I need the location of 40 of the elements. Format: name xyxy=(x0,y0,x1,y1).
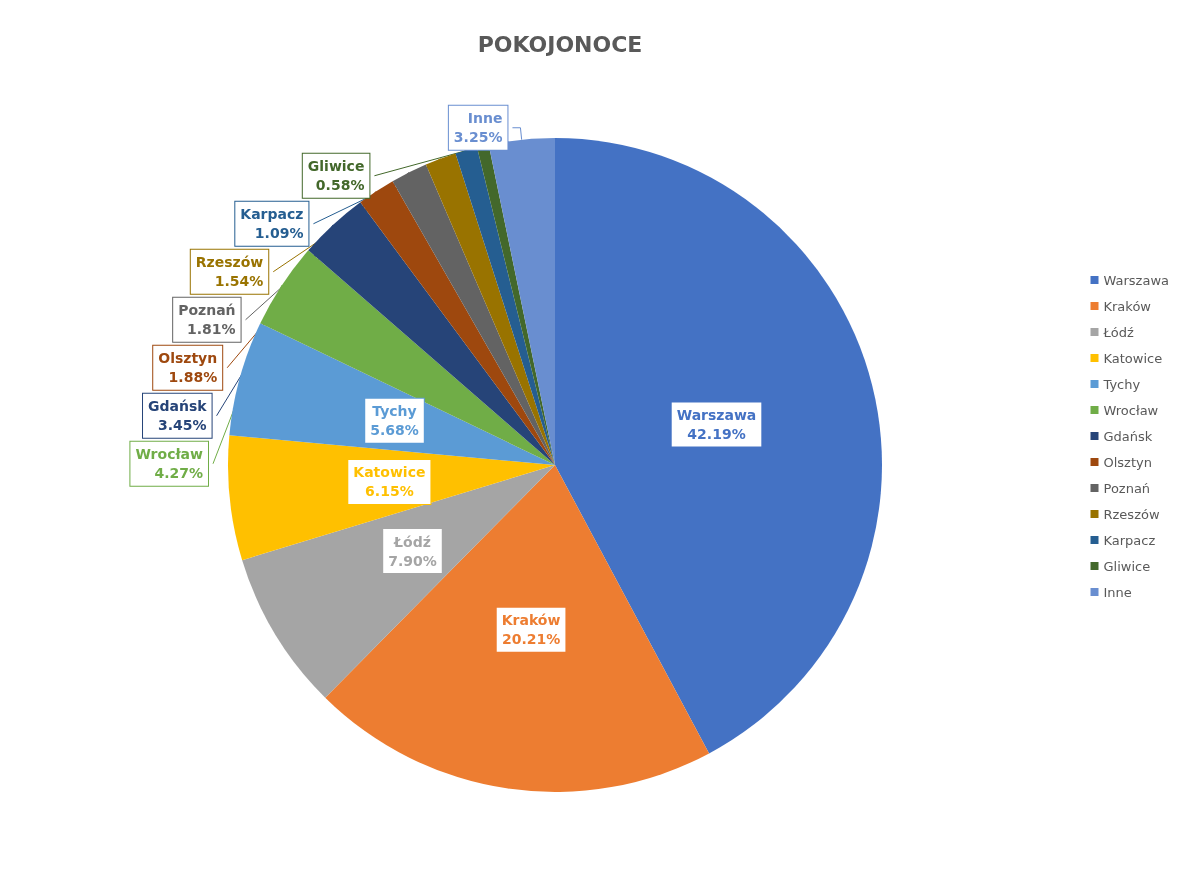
data-label: 42.19% xyxy=(687,426,746,443)
data-label: 6.15% xyxy=(365,483,414,500)
data-label: 1.88% xyxy=(168,369,218,386)
data-label: 3.25% xyxy=(453,129,503,146)
legend-label: Łódź xyxy=(1102,324,1135,340)
legend-label: Tychy xyxy=(1102,376,1141,392)
legend-label: Poznań xyxy=(1103,480,1151,496)
legend-label: Gliwice xyxy=(1103,558,1151,574)
data-label: 20.21% xyxy=(501,631,561,648)
slice-label: Inne xyxy=(467,110,503,127)
data-label: 1.81% xyxy=(187,321,236,338)
slice-label: Gdańsk xyxy=(148,398,208,415)
data-label: 1.54% xyxy=(214,273,264,290)
slice-label: Wrocław xyxy=(135,446,204,463)
legend-label: Gdańsk xyxy=(1103,428,1153,444)
legend-label: Wrocław xyxy=(1103,402,1159,418)
slice-label: Poznań xyxy=(178,302,236,319)
data-label: 3.45% xyxy=(158,417,207,434)
data-label: 1.09% xyxy=(254,225,304,242)
data-label: 4.27% xyxy=(154,465,203,482)
legend-label: Olsztyn xyxy=(1103,454,1152,470)
slice-label: Warszawa xyxy=(676,407,757,424)
slice-label: Tychy xyxy=(372,403,417,420)
slice-label: Gliwice xyxy=(307,158,365,175)
legend-label: Rzeszów xyxy=(1103,506,1160,522)
slice-label: Katowice xyxy=(353,464,426,481)
data-label: 7.90% xyxy=(388,552,437,569)
slice-label: Karpacz xyxy=(240,206,304,223)
slice-label: Kraków xyxy=(501,612,561,629)
slice-label: Rzeszów xyxy=(195,254,264,271)
legend-label: Kraków xyxy=(1103,298,1152,314)
slice-label: Łódź xyxy=(393,533,431,550)
slice-label: Olsztyn xyxy=(158,350,218,367)
legend-label: Karpacz xyxy=(1103,532,1156,548)
legend-label: Warszawa xyxy=(1103,272,1169,288)
legend-label: Katowice xyxy=(1103,350,1163,366)
legend-label: Inne xyxy=(1103,584,1132,600)
chart-title: POKOJONOCE xyxy=(477,31,643,57)
data-label: 0.58% xyxy=(315,177,365,194)
data-label: 5.68% xyxy=(370,422,419,439)
